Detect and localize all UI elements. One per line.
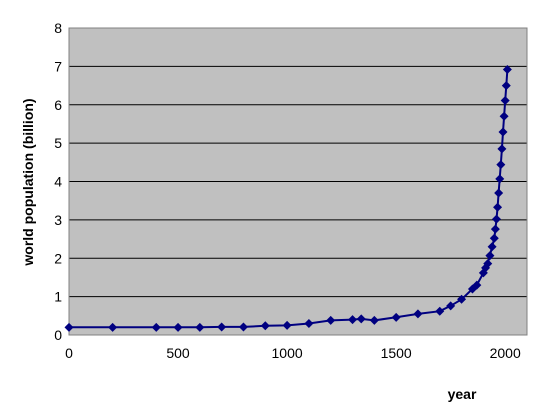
data-point-marker (391, 312, 401, 322)
y-tick-label: 2 (54, 250, 62, 266)
gridlines (69, 65, 527, 298)
data-point-marker (490, 224, 500, 234)
y-tick-label: 8 (54, 20, 62, 36)
data-point-marker (485, 251, 495, 261)
data-point-marker (446, 301, 456, 311)
data-point-marker (497, 144, 507, 154)
data-point-marker (173, 322, 183, 332)
x-tick-label: 0 (65, 345, 73, 361)
data-point-marker (304, 318, 314, 328)
data-point-marker (501, 81, 511, 91)
data-point-marker (472, 280, 482, 290)
data-points (64, 64, 512, 332)
x-tick-label: 2000 (490, 345, 521, 361)
x-tick-labels: 0 500 1000 1500 2000 (65, 345, 521, 361)
data-point-marker (502, 64, 512, 74)
y-tick-labels: 0 1 2 3 4 5 6 7 8 (54, 20, 62, 343)
data-point-marker (282, 320, 292, 330)
data-point-marker (326, 315, 336, 325)
data-point-marker (356, 314, 366, 324)
data-point-marker (108, 322, 118, 332)
y-tick-label: 4 (54, 174, 62, 190)
data-point-marker (496, 160, 506, 170)
x-tick-label: 1000 (272, 345, 303, 361)
data-point-marker (495, 174, 505, 184)
data-point-marker (500, 96, 510, 106)
data-point-marker (483, 259, 493, 269)
data-point-marker (413, 309, 423, 319)
data-point-marker (435, 306, 445, 316)
x-axis-label: year (448, 386, 477, 402)
data-point-marker (238, 322, 248, 332)
plot-border (68, 27, 528, 336)
data-point-marker (151, 322, 161, 332)
data-point-marker (260, 321, 270, 331)
data-point-marker (348, 315, 358, 325)
data-point-marker (498, 127, 508, 137)
data-point-marker (494, 188, 504, 198)
y-tick-label: 0 (54, 327, 62, 343)
data-point-marker (499, 111, 509, 121)
data-point-marker (489, 233, 499, 243)
y-tick-label: 1 (54, 289, 62, 305)
data-point-marker (195, 322, 205, 332)
data-point-marker (369, 315, 379, 325)
y-tick-label: 6 (54, 97, 62, 113)
data-point-marker (487, 242, 497, 252)
x-tick-label: 500 (166, 345, 190, 361)
x-tick-label: 1500 (381, 345, 412, 361)
y-tick-label: 5 (54, 135, 62, 151)
data-point-marker (64, 322, 74, 332)
y-axis-label: world population (billion) (20, 98, 36, 266)
y-tick-label: 3 (54, 212, 62, 228)
y-tick-label: 7 (54, 58, 62, 74)
data-point-marker (217, 322, 227, 332)
data-point-marker (457, 294, 467, 304)
data-point-marker (491, 214, 501, 224)
data-point-marker (493, 202, 503, 212)
